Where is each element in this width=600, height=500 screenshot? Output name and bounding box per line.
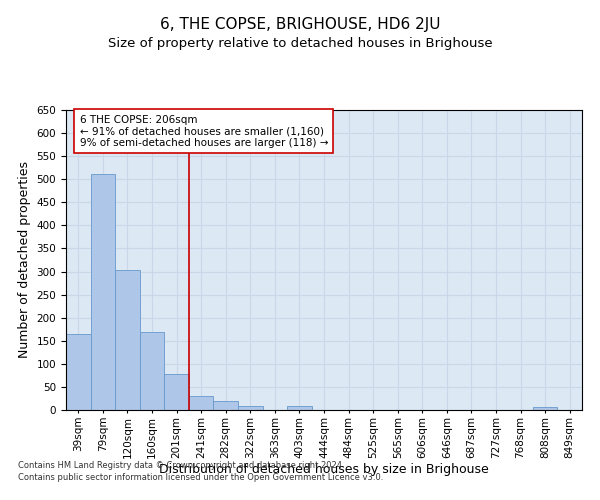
X-axis label: Distribution of detached houses by size in Brighouse: Distribution of detached houses by size … xyxy=(159,463,489,476)
Bar xyxy=(140,332,164,410)
Text: Size of property relative to detached houses in Brighouse: Size of property relative to detached ho… xyxy=(107,38,493,51)
Bar xyxy=(115,270,140,410)
Bar xyxy=(189,396,214,410)
Bar xyxy=(238,406,263,410)
Bar xyxy=(287,406,312,410)
Y-axis label: Number of detached properties: Number of detached properties xyxy=(18,162,31,358)
Bar xyxy=(91,174,115,410)
Text: 6 THE COPSE: 206sqm
← 91% of detached houses are smaller (1,160)
9% of semi-deta: 6 THE COPSE: 206sqm ← 91% of detached ho… xyxy=(80,114,328,148)
Bar xyxy=(164,374,189,410)
Bar xyxy=(214,401,238,410)
Text: 6, THE COPSE, BRIGHOUSE, HD6 2JU: 6, THE COPSE, BRIGHOUSE, HD6 2JU xyxy=(160,18,440,32)
Text: Contains HM Land Registry data © Crown copyright and database right 2024.
Contai: Contains HM Land Registry data © Crown c… xyxy=(18,461,383,482)
Bar xyxy=(533,407,557,410)
Bar xyxy=(66,334,91,410)
